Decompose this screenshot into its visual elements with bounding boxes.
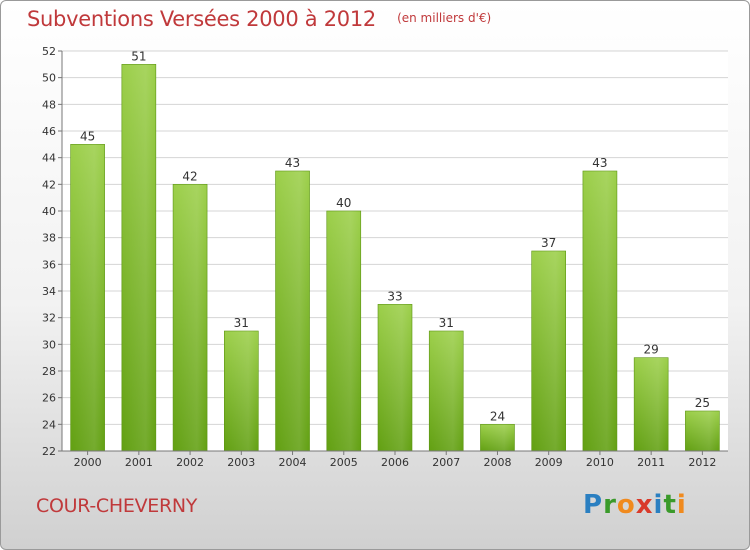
y-tick-label: 36 — [42, 258, 56, 271]
x-tick-label: 2000 — [74, 456, 102, 469]
x-tick-label: 2003 — [227, 456, 255, 469]
data-label: 45 — [80, 129, 95, 143]
bar-highlight — [480, 424, 515, 451]
x-tick-label: 2008 — [483, 456, 511, 469]
chart-unit-note: (en milliers d'€) — [397, 11, 492, 25]
y-tick-label: 50 — [42, 72, 56, 85]
bar-highlight — [121, 64, 156, 452]
bar-highlight — [582, 171, 617, 451]
x-tick-label: 2006 — [381, 456, 409, 469]
data-label: 24 — [490, 409, 505, 423]
bar-highlight — [173, 184, 208, 452]
y-tick-label: 24 — [42, 418, 56, 431]
y-tick-label: 34 — [42, 285, 56, 298]
y-tick-label: 30 — [42, 338, 56, 351]
title-row: Subventions Versées 2000 à 2012 (en mill… — [27, 7, 491, 31]
data-label: 33 — [387, 289, 402, 303]
x-tick-label: 2001 — [125, 456, 153, 469]
logo-letter: P — [583, 490, 604, 520]
x-tick-label: 2009 — [535, 456, 563, 469]
logo-letter: x — [635, 490, 654, 520]
bar-highlight — [70, 144, 105, 452]
data-label: 37 — [541, 236, 556, 250]
labels: 22 24 26 28 30 32 34 36 38 40 42 44 46 48 50 52 45 2000 51… — [42, 45, 716, 469]
y-tick-label: 26 — [42, 392, 56, 405]
logo-letter: t — [663, 490, 677, 520]
y-tick-label: 48 — [42, 98, 56, 111]
y-tick-label: 38 — [42, 232, 56, 245]
data-label: 31 — [234, 316, 249, 330]
bar-highlight — [634, 357, 669, 451]
bar-highlight — [429, 331, 464, 451]
y-tick-label: 32 — [42, 312, 56, 325]
x-tick-label: 2007 — [432, 456, 460, 469]
logo-letter: r — [603, 490, 617, 520]
x-tick-label: 2004 — [279, 456, 307, 469]
logo-letter: i — [653, 490, 664, 520]
x-tick-label: 2010 — [586, 456, 614, 469]
x-tick-label: 2005 — [330, 456, 358, 469]
data-label: 40 — [336, 196, 351, 210]
chart-title: Subventions Versées 2000 à 2012 — [27, 7, 376, 31]
logo-letter: i — [676, 490, 687, 520]
y-tick-label: 40 — [42, 205, 56, 218]
data-label: 25 — [695, 396, 710, 410]
data-label: 51 — [131, 49, 146, 63]
x-tick-label: 2002 — [176, 456, 204, 469]
y-tick-label: 28 — [42, 365, 56, 378]
bar-highlight — [531, 251, 566, 451]
axes — [58, 50, 728, 455]
proxiti-logo: Proxiti — [583, 490, 687, 520]
data-label: 43 — [592, 156, 607, 170]
data-label: 31 — [439, 316, 454, 330]
data-label: 43 — [285, 156, 300, 170]
data-label: 29 — [644, 343, 659, 357]
y-tick-label: 42 — [42, 178, 56, 191]
y-tick-label: 52 — [42, 45, 56, 58]
logo-letter: o — [616, 490, 636, 520]
bar-highlight — [685, 411, 720, 451]
bar-highlight — [224, 331, 259, 451]
x-tick-label: 2011 — [637, 456, 665, 469]
commune-name: COUR-CHEVERNY — [36, 495, 198, 517]
bar-highlight — [275, 171, 310, 451]
bars — [70, 64, 720, 452]
y-tick-label: 44 — [42, 152, 56, 165]
y-tick-label: 46 — [42, 125, 56, 138]
y-tick-label: 22 — [42, 445, 56, 458]
x-tick-label: 2012 — [688, 456, 716, 469]
bar-highlight — [378, 304, 412, 451]
bar-highlight — [326, 211, 361, 451]
data-label: 42 — [182, 169, 197, 183]
